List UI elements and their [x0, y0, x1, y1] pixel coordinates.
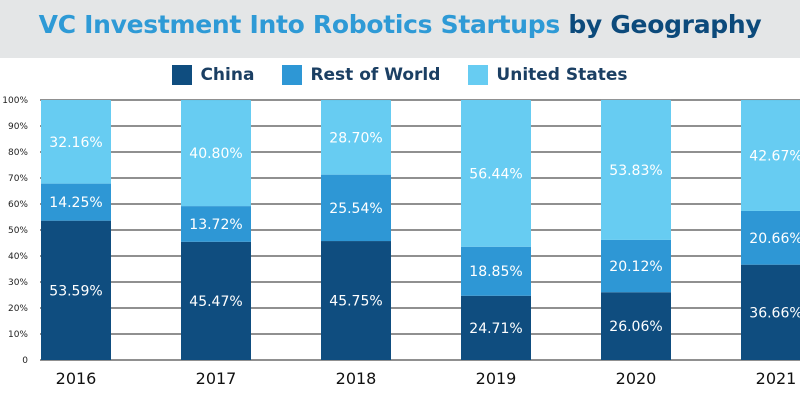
y-tick-label: 0 — [22, 356, 28, 366]
y-tick-label: 20% — [8, 304, 28, 314]
y-tick-label: 80% — [8, 148, 28, 158]
data-label: 14.25% — [49, 195, 102, 211]
chart-title: VC Investment Into Robotics Startups by … — [0, 10, 800, 39]
bar-segment — [601, 292, 671, 360]
data-label: 25.54% — [329, 201, 382, 217]
bar-segment — [461, 246, 531, 296]
data-label: 56.44% — [469, 166, 522, 182]
bar-segment — [321, 100, 391, 175]
y-tick-label: 70% — [8, 174, 28, 184]
y-tick-label: 30% — [8, 278, 28, 288]
bar-segment — [41, 220, 111, 360]
x-tick-label: 2019 — [476, 369, 517, 388]
x-tick-label: 2017 — [196, 369, 237, 388]
bar-segment — [41, 183, 111, 221]
y-tick-label: 50% — [8, 226, 28, 236]
data-label: 13.72% — [189, 217, 242, 233]
legend-item-china: China — [172, 65, 254, 85]
bar-segment — [321, 241, 391, 360]
data-label: 53.83% — [609, 163, 662, 179]
title-main: VC Investment Into Robotics Startups — [38, 10, 561, 39]
legend-swatch-united-states — [468, 65, 489, 85]
legend-label-united-states: United States — [496, 65, 628, 85]
data-label: 20.66% — [749, 231, 800, 247]
x-tick-label: 2020 — [616, 369, 657, 388]
legend-swatch-china — [172, 65, 193, 85]
y-tick-label: 10% — [8, 330, 28, 340]
x-tick-label: 2016 — [56, 369, 97, 388]
y-tick-label: 40% — [8, 252, 28, 262]
bar-segment — [181, 206, 251, 242]
data-label: 42.67% — [749, 148, 800, 164]
stacked-bar-chart: 0 10% 20% 30% 40% 50% 60% 70% 80% 90% 100% 53.59% 14… — [2, 96, 800, 388]
legend-label-rest-of-world: Rest of World — [310, 65, 441, 85]
data-label: 28.70% — [329, 130, 382, 146]
title-suffix: by Geography — [568, 10, 762, 39]
bar-segment — [181, 241, 251, 360]
data-label: 20.12% — [609, 259, 662, 275]
bar-segment — [601, 239, 671, 293]
legend-label-china: China — [200, 65, 255, 85]
bar-segment — [601, 99, 671, 240]
legend-swatch-rest-of-world — [282, 65, 303, 85]
y-tick-label: 90% — [8, 122, 28, 132]
bar-segment — [181, 100, 251, 207]
data-label: 45.75% — [329, 294, 382, 310]
x-tick-label: 2021 — [756, 369, 797, 388]
y-tick-label: 100% — [2, 96, 28, 106]
data-label: 24.71% — [469, 321, 522, 337]
data-label: 36.66% — [749, 305, 800, 321]
x-tick-label: 2018 — [336, 369, 377, 388]
bar-segment — [741, 210, 800, 265]
title-band — [0, 0, 800, 58]
bar-segment — [321, 174, 391, 242]
data-label: 53.59% — [49, 283, 102, 299]
legend-item-united-states: United States — [468, 65, 628, 85]
bar-segment — [741, 100, 800, 211]
data-label: 26.06% — [609, 319, 662, 335]
bar-segment — [41, 100, 111, 184]
data-label: 45.47% — [189, 294, 242, 310]
data-label: 18.85% — [469, 264, 522, 280]
bar-segment — [461, 295, 531, 360]
data-label: 40.80% — [189, 146, 242, 162]
legend-item-rest-of-world: Rest of World — [282, 65, 440, 85]
data-label: 32.16% — [49, 135, 102, 151]
y-tick-label: 60% — [8, 200, 28, 210]
bar-segment — [741, 264, 800, 360]
legend: China Rest of World United States — [0, 60, 800, 90]
bar-segment — [461, 100, 531, 247]
